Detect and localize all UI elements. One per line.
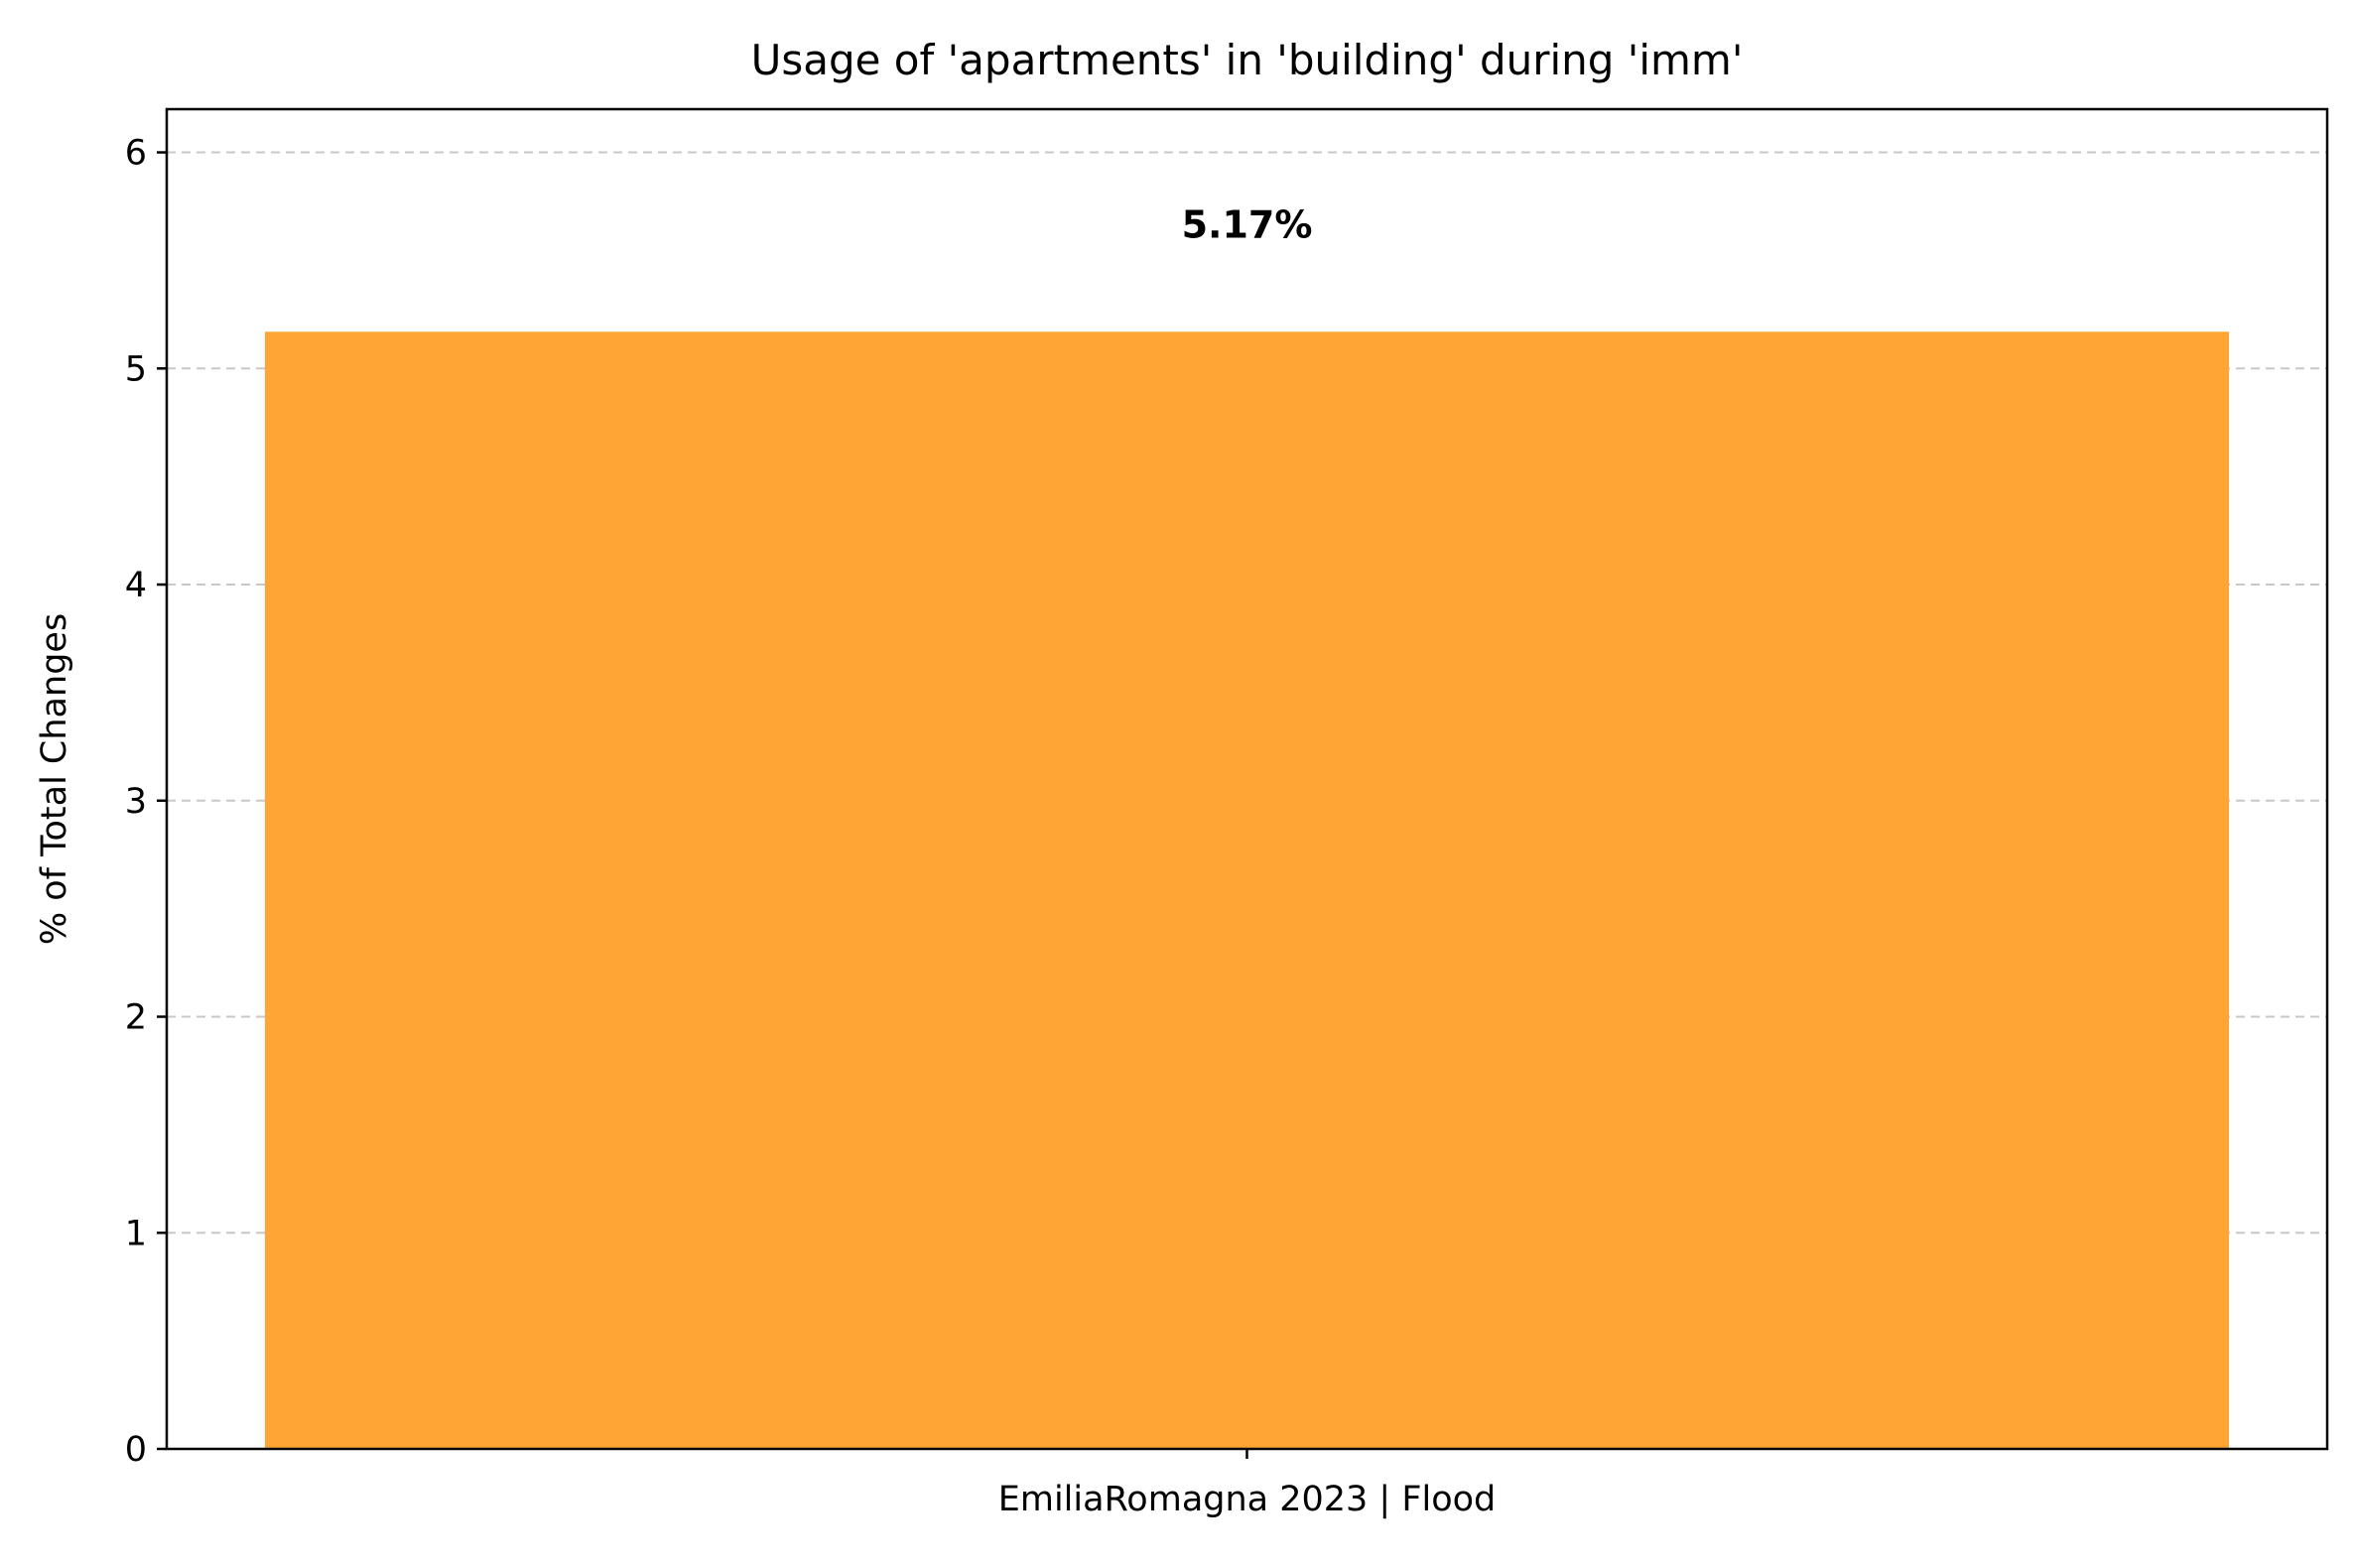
y-tick-label: 1 (125, 1214, 147, 1253)
bar-value-label: 5.17% (1182, 202, 1313, 246)
y-tick-label: 2 (125, 998, 147, 1038)
x-tick-label: EmiliaRomagna 2023 | Flood (998, 1480, 1497, 1519)
y-axis-label: % of Total Changes (35, 613, 74, 945)
y-tick-label: 6 (125, 134, 147, 174)
y-tick-label: 4 (125, 566, 147, 605)
bars (264, 331, 2230, 1450)
y-axis-ticks: 0 1 2 3 4 5 6 (125, 134, 167, 1470)
y-tick-label: 3 (125, 782, 147, 822)
chart-title: Usage of 'apartments' in 'building' duri… (751, 36, 1744, 84)
bar (264, 331, 2230, 1450)
data-labels: 5.17% (1182, 202, 1313, 246)
y-tick-label: 0 (125, 1430, 147, 1470)
y-tick-label: 5 (125, 349, 147, 389)
x-axis-ticks: EmiliaRomagna 2023 | Flood (998, 1449, 1497, 1519)
